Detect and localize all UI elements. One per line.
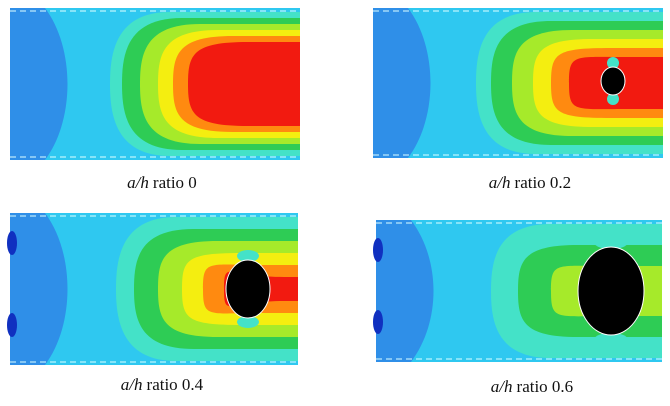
- caption-variable: a/h: [127, 173, 149, 192]
- stress-halo: [607, 93, 619, 105]
- caption: a/h ratio 0: [127, 173, 197, 192]
- caption-text: ratio 0.4: [147, 375, 204, 394]
- caption-variable: a/h: [491, 377, 513, 396]
- stress-halo: [237, 316, 259, 328]
- caption-text: ratio 0.2: [515, 173, 572, 192]
- edge-spot: [373, 238, 383, 262]
- hole: [225, 259, 271, 319]
- edge-spot: [373, 310, 383, 334]
- contour-plot: [373, 220, 662, 362]
- stress-halo: [594, 333, 628, 345]
- stress-halo: [594, 237, 628, 249]
- hole: [577, 246, 645, 336]
- contour-plot: [10, 8, 300, 160]
- caption-text: ratio 0.6: [517, 377, 574, 396]
- caption: a/h ratio 0.6: [491, 377, 573, 396]
- caption: a/h ratio 0.2: [489, 173, 571, 192]
- stress-halo: [607, 57, 619, 69]
- caption-variable: a/h: [121, 375, 143, 394]
- caption-variable: a/h: [489, 173, 511, 192]
- hole: [600, 66, 626, 96]
- contour-plot: [7, 213, 298, 365]
- caption: a/h ratio 0.4: [121, 375, 204, 394]
- edge-spot: [7, 231, 17, 255]
- contour-band: [188, 42, 300, 126]
- stress-halo: [237, 250, 259, 262]
- contour-plot: [373, 8, 663, 158]
- edge-spot: [7, 313, 17, 337]
- caption-text: ratio 0: [153, 173, 197, 192]
